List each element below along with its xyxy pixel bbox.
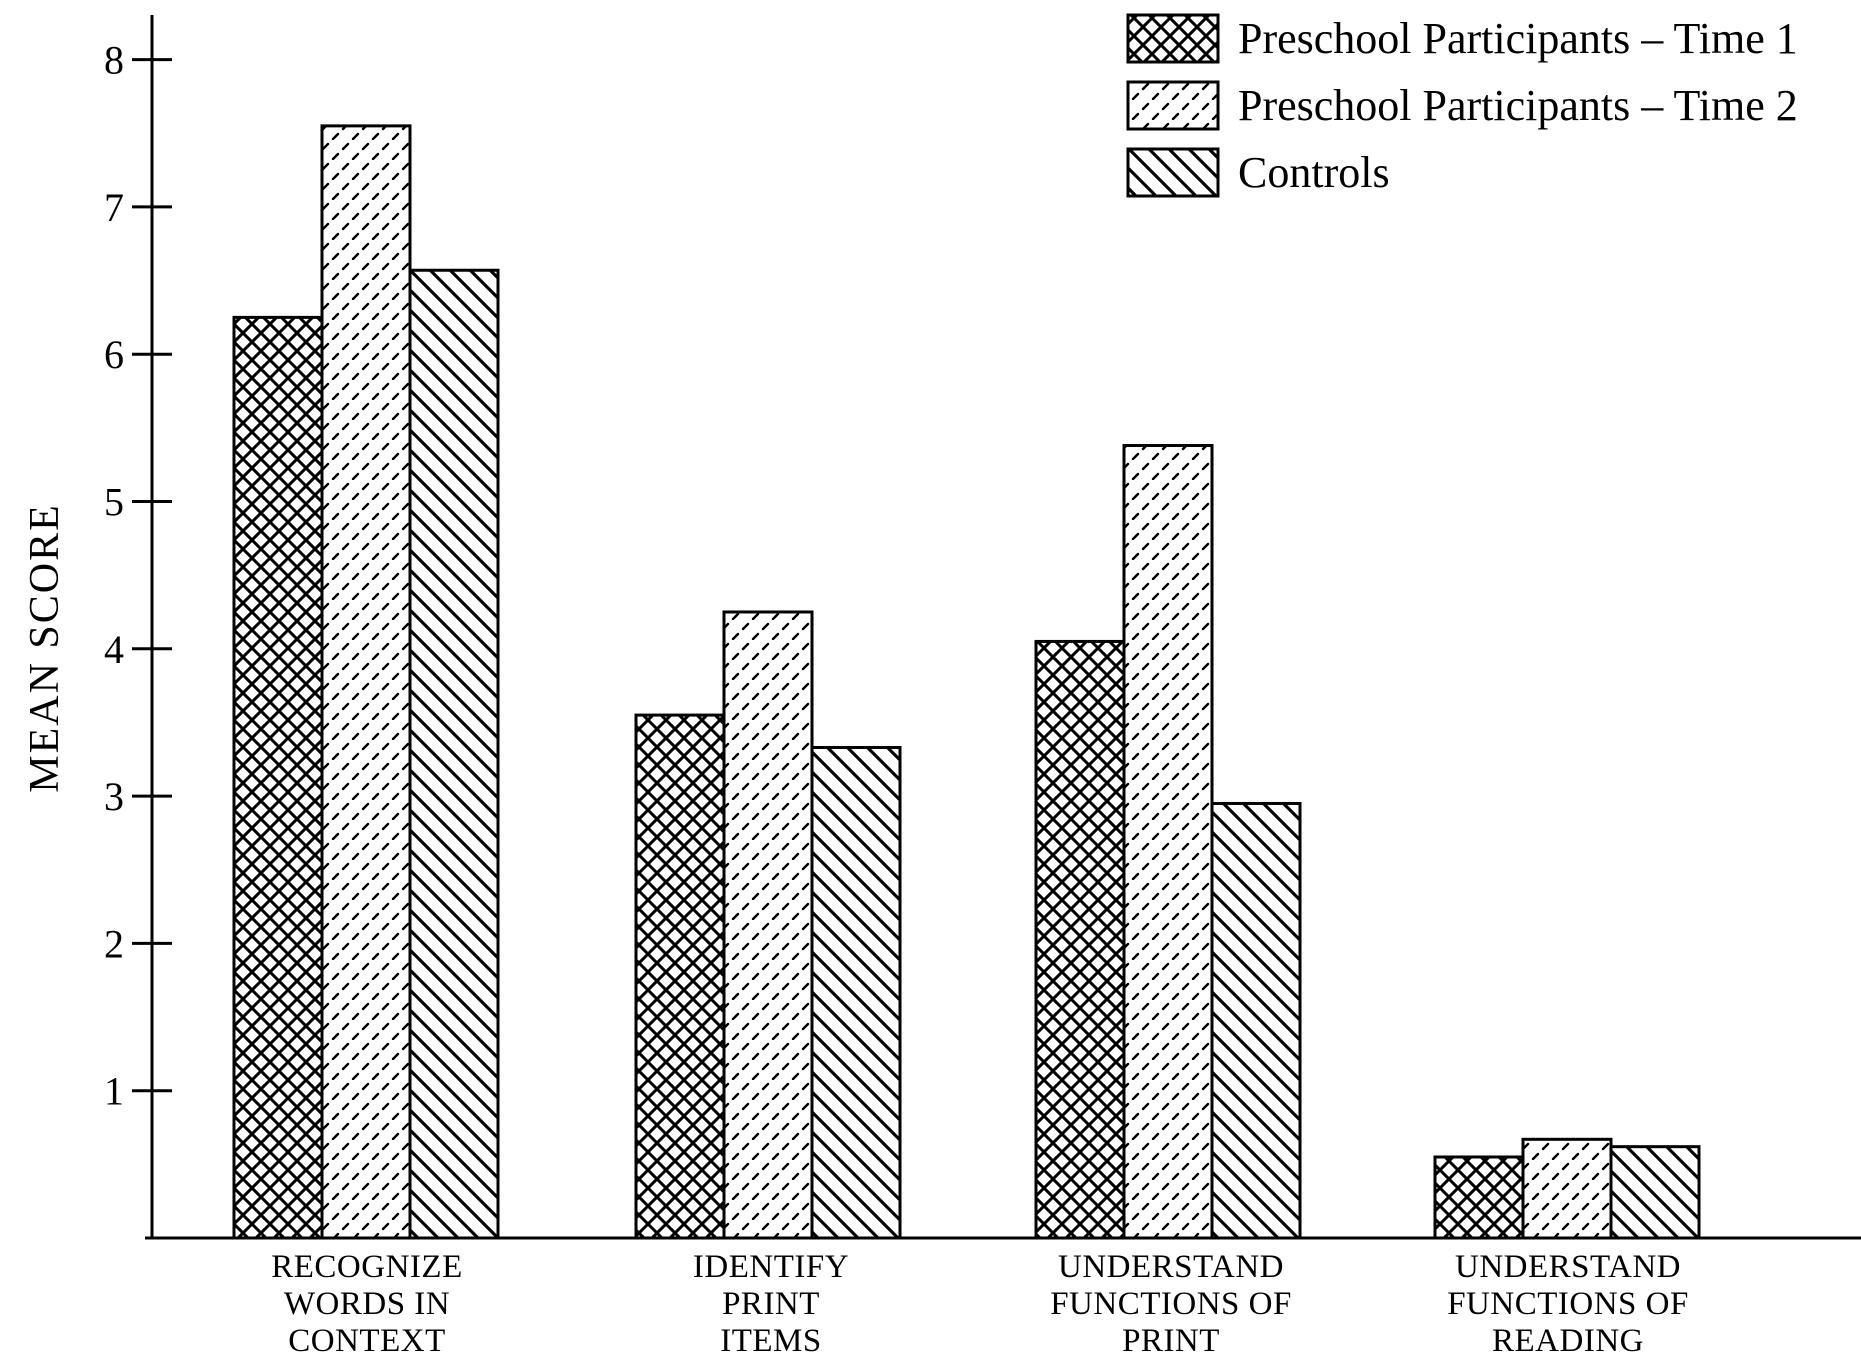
y-tick-label: 4 [104,627,124,672]
bar-series-3-category-1 [408,268,500,1240]
bars [232,124,1701,1240]
bar-series-1-category-2 [634,713,726,1240]
bar-series-3-category-4 [1609,1145,1701,1240]
bar-series-2-category-2 [722,610,814,1240]
y-tick-label: 6 [104,332,124,377]
y-tick-label: 7 [104,185,124,230]
x-category-label: CONTEXT [288,1323,445,1357]
legend-swatch [1126,147,1220,198]
legend-label: Preschool Participants – Time 1 [1238,14,1798,63]
x-category-label: FUNCTIONS OF [1447,1286,1689,1322]
bar-series-1-category-4 [1433,1155,1525,1240]
x-category-label: PRINT [1122,1323,1220,1357]
y-tick-label: 3 [104,774,124,819]
bar-series-1-category-3 [1034,639,1126,1240]
x-category-label: UNDERSTAND [1455,1249,1681,1285]
x-category-label: RECOGNIZE [271,1249,462,1285]
bar-series-2-category-1 [320,124,412,1240]
legend: Preschool Participants – Time 1 Preschool… [1126,13,1798,198]
bar-series-2-category-3 [1122,444,1214,1240]
x-category-label: UNDERSTAND [1058,1249,1284,1285]
x-category-label: ITEMS [720,1323,822,1357]
x-category-label: FUNCTIONS OF [1050,1286,1292,1322]
y-tick-label: 1 [104,1069,124,1114]
x-category-label: READING [1492,1323,1644,1357]
bar-series-2-category-4 [1521,1137,1613,1240]
legend-label: Controls [1238,148,1390,197]
x-category-label: WORDS IN [284,1286,450,1322]
bar-series-1-category-1 [232,315,324,1240]
y-tick-label: 5 [104,480,124,525]
x-category-label: IDENTIFY [693,1249,849,1285]
y-tick-label: 2 [104,921,124,966]
y-ticks: 1 2 3 4 5 6 7 8 [104,38,172,1114]
legend-swatch [1126,13,1220,64]
legend-swatch [1126,80,1220,131]
y-axis: 1 2 3 4 5 6 7 8 MEAN SCORE [22,15,172,1238]
y-tick-label: 8 [104,38,124,83]
bar-series-3-category-2 [810,745,902,1240]
x-category-label: PRINT [722,1286,820,1322]
y-axis-label: MEAN SCORE [22,503,68,793]
bar-series-3-category-3 [1210,801,1302,1240]
legend-label: Preschool Participants – Time 2 [1238,81,1798,130]
